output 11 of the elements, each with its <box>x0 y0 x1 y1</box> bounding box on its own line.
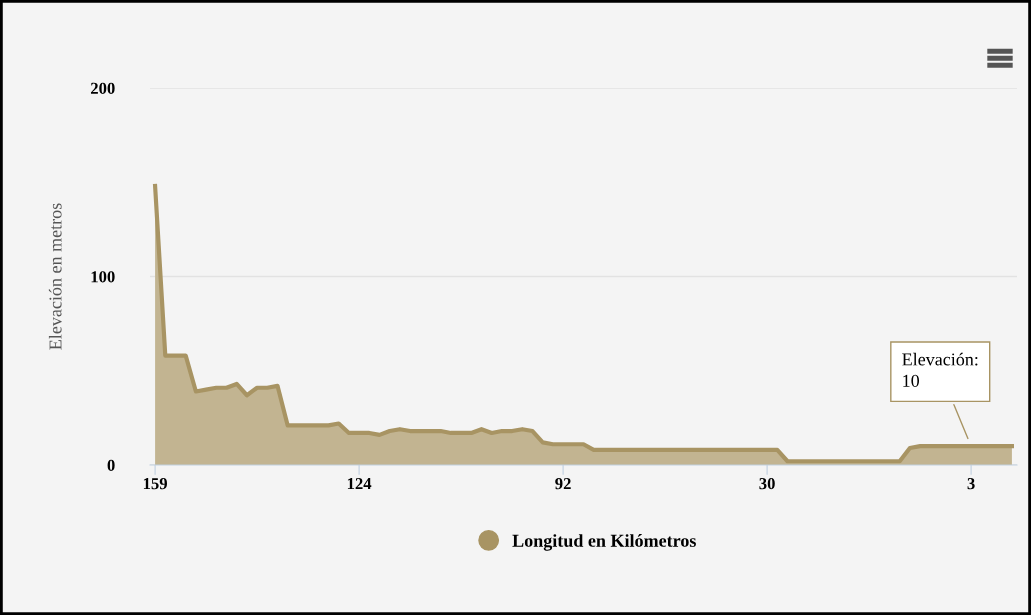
y-tick-label: 200 <box>90 82 115 94</box>
y-tick-label: 100 <box>91 271 115 283</box>
annotation: Elevación: 10 <box>902 352 978 387</box>
x-tick-label: 92 <box>555 478 571 490</box>
y-axis-title: Elevación en metros <box>48 203 62 350</box>
legend-label: Longitud en Kilómetros <box>512 534 696 551</box>
x-tick-label: 159 <box>143 478 167 490</box>
y-tick-label: 0 <box>107 459 115 471</box>
x-tick-label: 3 <box>967 478 975 490</box>
x-tick-label: 124 <box>347 478 372 490</box>
x-tick-label: 30 <box>759 477 775 490</box>
